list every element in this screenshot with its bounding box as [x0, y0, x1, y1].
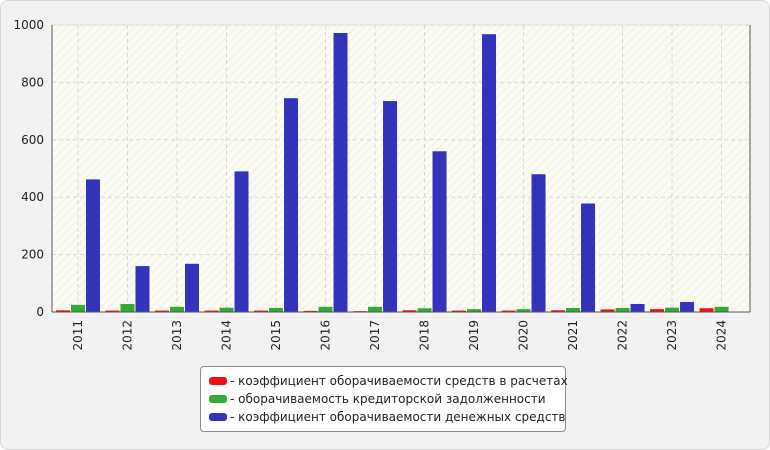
bar-2-2014: [234, 171, 249, 312]
bar-2-2017: [383, 101, 398, 313]
bar-2-2016: [333, 33, 348, 312]
x-tick-label: 2012: [121, 320, 135, 351]
bar-2-2015: [284, 98, 299, 312]
x-tick-label: 2018: [418, 320, 432, 351]
bar-2-2013: [185, 263, 200, 312]
x-tick-label: 2016: [319, 320, 333, 351]
legend-label: - оборачиваемость кредиторской задолженн…: [230, 392, 546, 406]
bar-1-2020: [516, 309, 531, 312]
legend-label: - коэффициент оборачиваемости средств в …: [230, 374, 568, 388]
bar-0-2016: [303, 310, 318, 312]
bar-0-2019: [452, 310, 467, 312]
bar-0-2014: [204, 310, 219, 312]
x-tick-label: 2014: [220, 320, 234, 351]
y-tick-label: 800: [21, 75, 44, 89]
bar-1-2013: [170, 306, 185, 312]
bar-2-2021: [581, 203, 596, 312]
y-tick-label: 400: [21, 190, 44, 204]
bar-1-2015: [269, 307, 284, 312]
x-tick-label: 2013: [170, 320, 184, 351]
legend-swatch: [209, 377, 227, 385]
legend-item-0: - коэффициент оборачиваемости средств в …: [209, 372, 568, 390]
bar-0-2021: [551, 310, 566, 312]
bar-1-2022: [615, 307, 630, 312]
y-tick-label: 1000: [13, 18, 44, 32]
bar-1-2021: [566, 307, 581, 312]
bar-2-2020: [531, 174, 546, 312]
bar-2-2023: [680, 301, 695, 312]
bar-0-2018: [402, 310, 417, 312]
legend-label: - коэффициент оборачиваемости денежных с…: [230, 410, 566, 424]
x-tick-label: 2011: [71, 320, 85, 351]
bar-1-2016: [318, 306, 333, 312]
x-tick-label: 2015: [269, 320, 283, 351]
legend-item-1: - оборачиваемость кредиторской задолженн…: [209, 390, 557, 408]
x-tick-label: 2019: [467, 320, 481, 351]
y-tick-label: 0: [36, 305, 44, 319]
bar-0-2024: [699, 308, 714, 312]
bar-1-2011: [71, 304, 85, 312]
bar-0-2012: [105, 310, 120, 312]
legend-swatch: [209, 413, 227, 421]
bar-1-2019: [467, 309, 482, 312]
bar-1-2018: [417, 308, 432, 312]
bar-2-2011: [86, 179, 100, 312]
bar-0-2023: [650, 309, 665, 312]
bar-1-2017: [368, 306, 383, 312]
bar-2-2012: [135, 266, 150, 312]
bar-0-2011: [56, 310, 70, 312]
x-tick-label: 2023: [665, 320, 679, 351]
bar-1-2014: [219, 307, 234, 312]
y-tick-label: 200: [21, 248, 44, 262]
legend-item-2: - коэффициент оборачиваемости денежных с…: [209, 408, 566, 426]
chart-legend: - коэффициент оборачиваемости средств в …: [200, 366, 568, 432]
bar-0-2022: [600, 309, 615, 312]
bar-0-2015: [254, 310, 269, 312]
bar-0-2020: [501, 310, 516, 312]
x-tick-label: 2017: [368, 320, 382, 351]
bar-2-2018: [432, 151, 447, 312]
x-tick-label: 2022: [616, 320, 630, 351]
bar-1-2023: [665, 307, 680, 312]
bar-2-2022: [630, 303, 645, 312]
x-tick-label: 2021: [566, 320, 580, 351]
bar-2-2019: [482, 34, 497, 313]
x-tick-label: 2020: [517, 320, 531, 351]
bar-1-2024: [714, 306, 729, 312]
y-tick-label: 600: [21, 133, 44, 147]
plot-area: [51, 24, 751, 313]
bar-0-2013: [155, 310, 170, 312]
legend-swatch: [209, 395, 227, 403]
bar-1-2012: [120, 303, 135, 312]
x-tick-label: 2024: [715, 320, 729, 351]
